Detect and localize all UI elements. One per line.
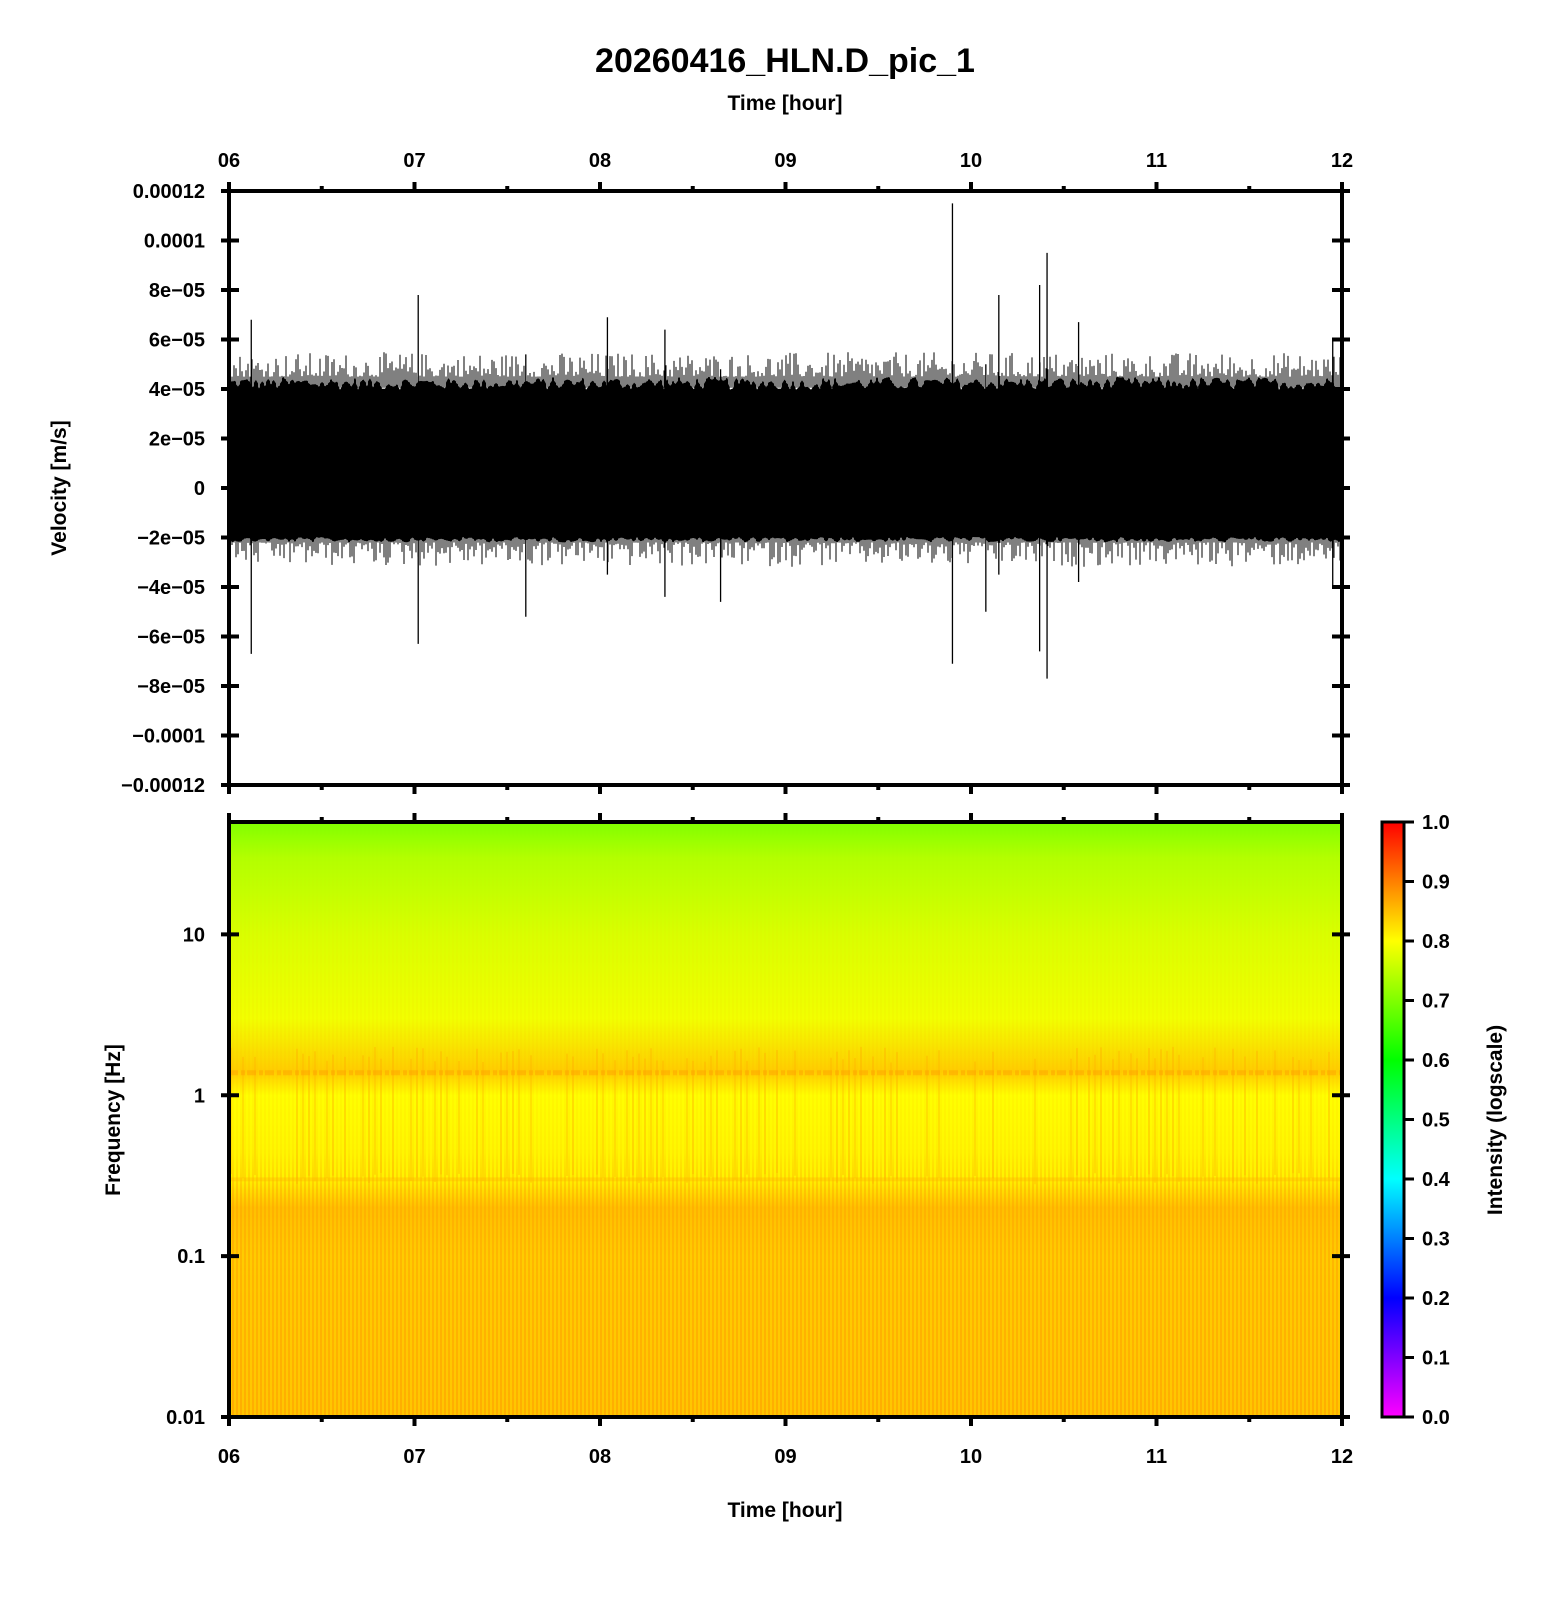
spectrogram-y-ticks: 0.01 0.1 1 10 [166, 924, 1350, 1429]
y-tick-label: 0.01 [166, 1407, 205, 1429]
waveform-spikes [250, 203, 1334, 679]
colorbar-tick-label: 0.5 [1422, 1110, 1450, 1132]
colorbar-tick-label: 0.9 [1422, 872, 1450, 894]
colorbar-tick-label: 0.6 [1422, 1050, 1450, 1072]
bottom-x-tick-label: 12 [1331, 1446, 1353, 1468]
waveform-x-ticks [227, 182, 1344, 794]
colorbar-tick-label: 0.3 [1422, 1229, 1450, 1251]
waveform-y-axis-label: Velocity [m/s] [48, 420, 71, 555]
waveform-y-ticks: 0.00012 0.0001 8e−05 6e−05 4e−05 2e−05 0 −2e−05… [121, 181, 1350, 797]
colorbar-tick-label: 1.0 [1422, 812, 1450, 834]
bottom-x-tick-label: 10 [960, 1446, 982, 1468]
bottom-x-tick-labels: 06 07 08 09 10 11 12 [218, 1446, 1353, 1468]
top-x-tick-label: 11 [1146, 150, 1167, 172]
y-tick-label: −0.0001 [132, 726, 205, 748]
y-tick-label: −0.00012 [121, 775, 205, 797]
top-x-tick-label: 07 [403, 150, 425, 172]
y-tick-label: 4e−05 [149, 379, 205, 401]
colorbar-tick-label: 0.0 [1422, 1407, 1450, 1429]
colorbar-tick-label: 0.4 [1422, 1169, 1451, 1191]
y-tick-label: 0.00012 [133, 181, 205, 203]
y-tick-label: 0.0001 [144, 231, 205, 253]
colorbar-tick-label: 0.7 [1422, 991, 1450, 1013]
top-axis-label: Time [hour] [727, 92, 842, 115]
spectrogram-panel: 0.01 0.1 1 10 06 07 08 09 10 11 12 Frequency [Hz]… [102, 813, 1353, 1522]
colorbar-ticks: 0.0 0.1 0.2 0.3 0.4 0.5 0.6 0.7 0.8 0.9 1.0 [1404, 812, 1451, 1429]
bottom-x-tick-label: 09 [774, 1446, 796, 1468]
y-tick-label: −6e−05 [137, 627, 205, 649]
colorbar-tick-label: 0.2 [1422, 1288, 1450, 1310]
y-tick-label: 10 [183, 924, 205, 946]
y-tick-label: −8e−05 [137, 676, 205, 698]
y-tick-label: 1 [194, 1085, 205, 1107]
top-x-tick-label: 10 [960, 150, 982, 172]
y-tick-label: 6e−05 [149, 330, 205, 352]
y-tick-label: 2e−05 [149, 429, 205, 451]
bottom-x-tick-label: 11 [1146, 1446, 1167, 1468]
colorbar-tick-label: 0.1 [1422, 1348, 1450, 1370]
waveform-envelope [229, 376, 1342, 543]
top-x-tick-labels: 06 07 08 09 10 11 12 [218, 150, 1353, 172]
bottom-x-tick-label: 06 [218, 1446, 240, 1468]
top-x-tick-label: 12 [1331, 150, 1353, 172]
y-tick-label: 0.1 [177, 1246, 205, 1268]
colorbar: 0.0 0.1 0.2 0.3 0.4 0.5 0.6 0.7 0.8 0.9 1.0 Intens… [1380, 812, 1507, 1429]
spectrogram-x-ticks [227, 813, 1344, 1426]
top-x-tick-label: 06 [218, 150, 240, 172]
spectrogram-y-axis-label: Frequency [Hz] [102, 1044, 125, 1196]
spectrogram-stripes [229, 822, 1342, 1417]
top-x-tick-label: 08 [589, 150, 611, 172]
y-tick-label: 8e−05 [149, 280, 205, 302]
colorbar-tick-label: 0.8 [1422, 931, 1450, 953]
bottom-x-tick-label: 08 [589, 1446, 611, 1468]
y-tick-label: −2e−05 [137, 528, 205, 550]
chart-title: 20260416_HLN.D_pic_1 [595, 42, 975, 80]
y-tick-label: −4e−05 [137, 577, 205, 599]
y-tick-label: 0 [194, 478, 205, 500]
spectrogram-x-axis-label: Time [hour] [727, 1499, 842, 1522]
waveform-panel: 0.00012 0.0001 8e−05 6e−05 4e−05 2e−05 0 −2e−05… [48, 150, 1353, 797]
top-x-tick-label: 09 [774, 150, 796, 172]
colorbar-label: Intensity (logscale) [1484, 1025, 1507, 1215]
colorbar-gradient [1380, 820, 1406, 1419]
bottom-x-tick-label: 07 [403, 1446, 425, 1468]
